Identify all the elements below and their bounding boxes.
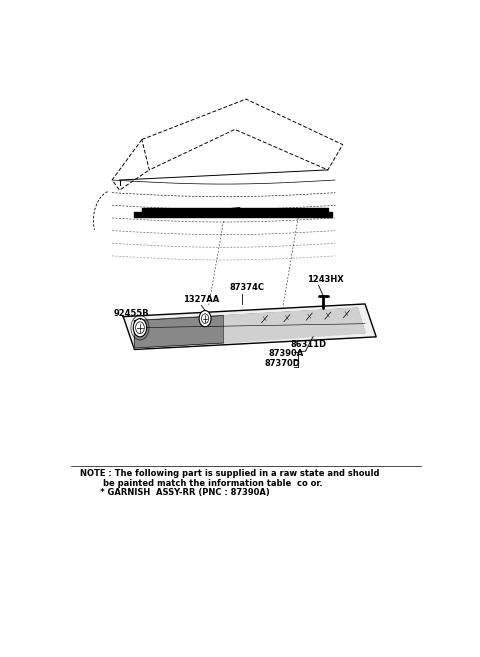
Text: 1243HX: 1243HX — [307, 275, 344, 284]
Text: 92455B: 92455B — [114, 309, 150, 317]
Text: 87390A: 87390A — [268, 349, 303, 358]
Polygon shape — [134, 315, 224, 348]
Text: 1327AA: 1327AA — [183, 295, 219, 304]
Text: 87374C: 87374C — [229, 283, 264, 292]
Circle shape — [199, 311, 211, 327]
Circle shape — [133, 319, 147, 337]
Polygon shape — [123, 304, 376, 350]
Text: 87370D: 87370D — [264, 359, 300, 368]
Text: NOTE : The following part is supplied in a raw state and should: NOTE : The following part is supplied in… — [81, 470, 380, 478]
Text: * GARNISH  ASSY-RR (PNC : 87390A): * GARNISH ASSY-RR (PNC : 87390A) — [81, 487, 270, 497]
Text: be painted match the information table  co or.: be painted match the information table c… — [81, 478, 323, 487]
Polygon shape — [224, 308, 365, 343]
Text: 86311D: 86311D — [290, 340, 327, 350]
